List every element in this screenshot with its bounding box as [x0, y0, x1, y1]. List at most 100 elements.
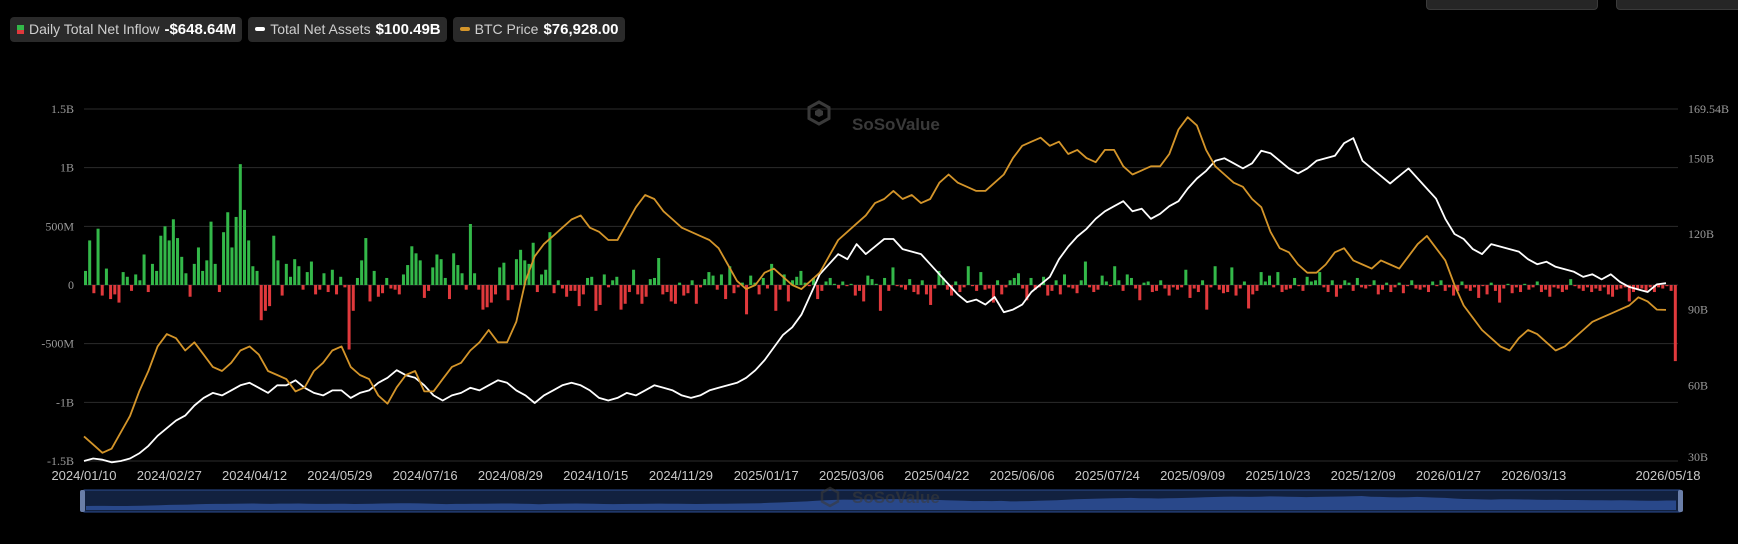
inflow-bar: [226, 212, 230, 285]
x-tick-label: 2024/02/27: [137, 468, 202, 483]
right-tick-label: 30B: [1688, 450, 1708, 464]
navigator-left-handle[interactable]: [80, 490, 85, 512]
x-tick-label: 2024/05/29: [307, 468, 372, 483]
inflow-bar: [494, 285, 498, 295]
inflow-bar: [1556, 285, 1560, 289]
inflow-bar: [1263, 281, 1267, 285]
inflow-bar: [1150, 285, 1154, 293]
inflow-bar: [188, 285, 192, 297]
right-axis: 169.54B 150B 120B 90B 60B 30B: [1688, 102, 1729, 464]
inflow-bar: [1054, 280, 1058, 285]
x-tick-label: 2025/06/06: [990, 468, 1055, 483]
inflow-bar: [473, 273, 477, 285]
inflow-bar: [519, 249, 523, 285]
inflow-bar: [1029, 277, 1033, 285]
inflow-bar: [1138, 285, 1142, 301]
inflow-bar: [799, 270, 803, 285]
inflow-bar: [1623, 285, 1627, 288]
inflow-bar: [657, 258, 661, 285]
inflow-bar: [184, 273, 188, 285]
inflow-bar: [983, 285, 987, 290]
right-tick-label: 90B: [1688, 303, 1708, 317]
legend-item-total-net-assets[interactable]: Total Net Assets $100.49B: [248, 17, 447, 42]
inflow-bar: [1134, 285, 1138, 289]
inflow-bar: [749, 275, 753, 285]
inflow-bar: [1364, 285, 1368, 289]
inflow-bar: [1351, 285, 1355, 291]
inflow-bar: [1221, 285, 1225, 294]
inflow-bar: [1577, 285, 1581, 289]
inflow-bar: [569, 285, 573, 291]
legend-item-net-inflow[interactable]: Daily Total Net Inflow -$648.64M: [10, 17, 243, 42]
inflow-bar: [611, 280, 615, 285]
inflow-bar: [1594, 285, 1598, 289]
navigator-area: [86, 496, 1676, 510]
legend-item-btc-price[interactable]: BTC Price $76,928.00: [452, 17, 625, 42]
inflow-bar: [644, 285, 648, 297]
x-tick-label: 2025/10/23: [1245, 468, 1310, 483]
inflow-bar: [937, 270, 941, 285]
inflow-bar: [301, 285, 305, 290]
inflow-bar: [1146, 281, 1150, 285]
inflow-bar: [1129, 277, 1133, 285]
inflow-bar: [1443, 285, 1447, 291]
inflow-bar: [339, 276, 343, 285]
inflow-bar: [690, 280, 694, 285]
inflow-bar: [142, 254, 146, 285]
inflow-bar: [1397, 282, 1401, 285]
inflow-bar: [485, 285, 489, 308]
btc-price-line: [83, 116, 1667, 454]
range-navigator[interactable]: [80, 489, 1683, 513]
inflow-bar: [176, 238, 180, 285]
inflow-bar: [280, 285, 284, 296]
sosovalue-logo-icon: [820, 486, 840, 508]
inflow-bar: [1297, 285, 1301, 287]
inflow-bar: [1636, 285, 1640, 290]
inflow-bar: [715, 285, 719, 290]
inflow-bar: [1615, 285, 1619, 290]
inflow-bar: [88, 240, 92, 285]
inflow-bar: [1422, 285, 1426, 288]
interval-toggle-group[interactable]: [1426, 0, 1598, 10]
right-tick-label: 169.54B: [1688, 102, 1729, 116]
inflow-bar: [452, 253, 456, 285]
left-tick-label: 500M: [45, 219, 74, 233]
inflow-bar: [966, 266, 970, 285]
inflow-bar: [1523, 283, 1527, 285]
inflow-bar: [866, 275, 870, 285]
inflow-bar: [305, 272, 309, 285]
inflow-bar: [1008, 280, 1012, 285]
inflow-bar: [1050, 285, 1054, 291]
inflow-bar: [1385, 282, 1389, 285]
inflow-bar: [1184, 269, 1188, 285]
inflow-bar: [1611, 285, 1615, 297]
line-swatch-icon: [459, 27, 470, 31]
navigator-right-handle[interactable]: [1678, 490, 1683, 512]
inflow-bar: [196, 247, 200, 285]
inflow-bar: [117, 285, 121, 303]
inflow-bar: [1171, 285, 1175, 288]
x-tick-label: 2024/08/29: [478, 468, 543, 483]
legend-label: BTC Price: [474, 21, 539, 37]
inflow-bar: [247, 240, 251, 285]
inflow-bar: [368, 285, 372, 302]
inflow-bar: [1309, 281, 1313, 285]
watermark: SoSoValue: [807, 100, 940, 134]
inflow-bar: [556, 280, 560, 285]
inflow-bar: [874, 283, 878, 285]
inflow-bar: [1251, 285, 1255, 295]
inflow-bar: [531, 242, 535, 285]
inflow-bar: [268, 285, 272, 307]
inflow-bar: [987, 285, 991, 289]
inflow-bar: [941, 277, 945, 285]
inflow-bar: [1188, 285, 1192, 298]
inflow-bar: [213, 263, 217, 285]
inflow-bar: [560, 285, 564, 289]
inflow-bar: [406, 265, 410, 285]
inflow-bar: [991, 285, 995, 303]
date-range-button[interactable]: [1616, 0, 1738, 10]
x-tick-label: 2026/01/27: [1416, 468, 1481, 483]
inflow-bar: [770, 263, 774, 285]
x-tick-label: 2024/10/15: [563, 468, 628, 483]
inflow-bar: [1092, 285, 1096, 293]
